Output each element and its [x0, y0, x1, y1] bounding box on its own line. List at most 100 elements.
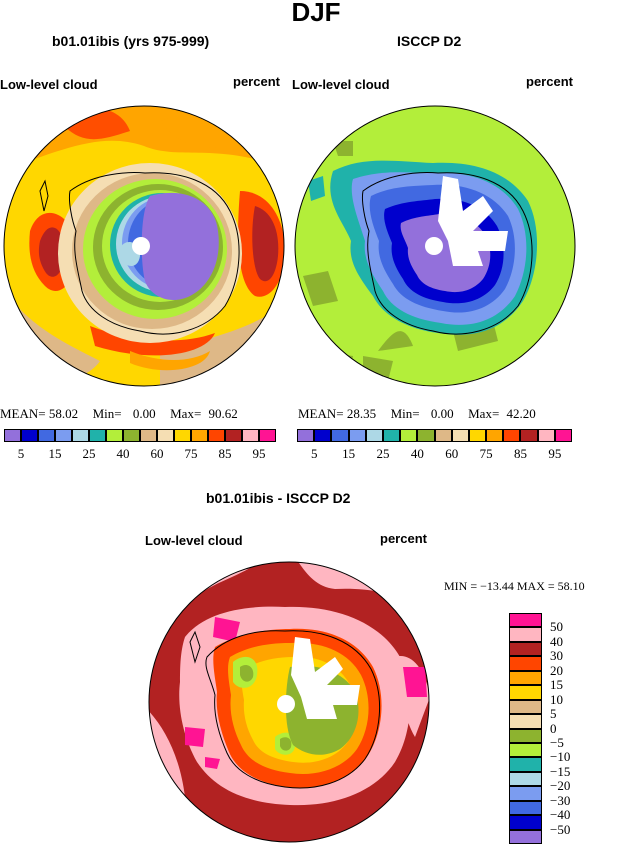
colorbar-swatch	[140, 429, 157, 442]
obs-colorbar-ticks: 5 15 25 40 60 75 85 95	[297, 446, 572, 462]
colorbar-tick-label: 40	[550, 633, 563, 649]
colorbar-swatch	[520, 429, 538, 442]
colorbar-swatch	[554, 429, 572, 442]
colorbar-swatch	[382, 429, 401, 442]
obs-polar-map	[294, 105, 576, 387]
colorbar-tick-label: 60	[150, 446, 164, 461]
colorbar-swatch	[509, 613, 542, 628]
colorbar-swatch	[486, 429, 504, 442]
page-title: DJF	[291, 0, 341, 27]
colorbar-tick-label: −10	[550, 749, 571, 765]
colorbar-swatch	[509, 757, 542, 772]
colorbar-swatch	[509, 714, 542, 729]
model-polar-map	[3, 105, 285, 387]
colorbar-swatch	[509, 656, 542, 671]
colorbar-swatch	[509, 670, 542, 686]
diff-panel-title: b01.01ibis - ISCCP D2	[206, 490, 351, 506]
obs-stats: MEAN= 28.35 Min= 0.00 Max= 42.20	[298, 406, 536, 422]
obs-colorbar	[297, 429, 572, 442]
colorbar-tick-label: 30	[550, 648, 563, 664]
colorbar-swatch	[191, 429, 208, 442]
colorbar-tick-label: −30	[550, 792, 571, 808]
diff-colorbar	[509, 613, 542, 844]
obs-max-value: 42.20	[506, 406, 536, 421]
obs-min-label: Min=	[390, 406, 420, 421]
colorbar-tick-label: 85	[218, 446, 232, 461]
colorbar-tick-label: 25	[82, 446, 96, 461]
colorbar-swatch	[509, 742, 542, 758]
colorbar-tick-label: 40	[410, 446, 424, 461]
colorbar-swatch	[55, 429, 72, 442]
colorbar-swatch	[174, 429, 191, 442]
model-units-label: percent	[233, 74, 280, 89]
colorbar-tick-label: 75	[184, 446, 198, 461]
model-panel-title: b01.01ibis (yrs 975-999)	[52, 33, 210, 49]
model-field-label: Low-level cloud	[0, 77, 98, 92]
colorbar-tick-label: 40	[116, 446, 130, 461]
colorbar-tick-label: 15	[48, 446, 62, 461]
colorbar-tick-label: −15	[550, 763, 571, 779]
colorbar-swatch	[21, 429, 38, 442]
colorbar-tick-label: 10	[550, 691, 563, 707]
colorbar-swatch	[509, 627, 542, 642]
colorbar-tick-label: 0	[550, 720, 557, 736]
colorbar-tick-label: 15	[550, 677, 563, 693]
colorbar-tick-label: 95	[548, 446, 562, 461]
colorbar-swatch	[208, 429, 225, 442]
colorbar-swatch	[400, 429, 418, 442]
obs-min-value: 0.00	[430, 406, 454, 421]
colorbar-swatch	[331, 429, 349, 442]
colorbar-swatch	[451, 429, 469, 442]
colorbar-swatch	[509, 771, 542, 787]
colorbar-tick-label: 5	[310, 446, 318, 461]
colorbar-swatch	[434, 429, 452, 442]
colorbar-swatch	[509, 786, 542, 801]
model-mean-value: 58.02	[48, 406, 79, 421]
model-mean-label: MEAN=	[0, 406, 46, 421]
colorbar-swatch	[509, 829, 542, 844]
colorbar-swatch	[157, 429, 174, 442]
colorbar-swatch	[4, 429, 21, 442]
colorbar-tick-label: 95	[252, 446, 266, 461]
colorbar-swatch	[509, 800, 542, 816]
colorbar-swatch	[503, 429, 521, 442]
colorbar-swatch	[509, 641, 542, 657]
obs-mean-value: 28.35	[346, 406, 377, 421]
obs-field-label: Low-level cloud	[292, 77, 390, 92]
colorbar-swatch	[106, 429, 123, 442]
diff-minmax: MIN = −13.44 MAX = 58.10	[444, 579, 585, 593]
colorbar-swatch	[123, 429, 140, 442]
colorbar-tick-label: 60	[445, 446, 459, 461]
colorbar-swatch	[38, 429, 55, 442]
colorbar-tick-label: 25	[376, 446, 390, 461]
colorbar-tick-label: −40	[550, 807, 571, 823]
colorbar-tick-label: −20	[550, 778, 571, 794]
colorbar-swatch	[537, 429, 555, 442]
colorbar-tick-label: 20	[550, 662, 563, 678]
colorbar-tick-label: 15	[342, 446, 356, 461]
colorbar-swatch	[365, 429, 383, 442]
colorbar-swatch	[509, 685, 542, 700]
colorbar-tick-label: 5	[550, 706, 557, 722]
colorbar-swatch	[468, 429, 487, 442]
obs-units-label: percent	[526, 74, 573, 89]
colorbar-swatch	[509, 728, 542, 743]
model-max-label: Max=	[170, 406, 202, 421]
colorbar-swatch	[242, 429, 259, 442]
obs-mean-label: MEAN=	[298, 406, 344, 421]
obs-panel-title: ISCCP D2	[397, 33, 462, 49]
model-colorbar-ticks: 5 15 25 40 60 75 85 95	[4, 446, 276, 462]
colorbar-tick-label: −5	[550, 734, 564, 750]
model-max-value: 90.62	[208, 406, 238, 421]
diff-polar-map	[148, 561, 430, 843]
model-min-value: 0.00	[132, 406, 156, 421]
colorbar-swatch	[225, 429, 242, 442]
diff-field-label: Low-level cloud	[145, 533, 243, 548]
colorbar-tick-label: 85	[513, 446, 527, 461]
model-colorbar	[4, 429, 276, 442]
colorbar-swatch	[72, 429, 89, 442]
model-stats: MEAN= 58.02 Min= 0.00 Max= 90.62	[0, 406, 238, 422]
colorbar-tick-label: 50	[550, 619, 563, 635]
colorbar-tick-label: 75	[479, 446, 493, 461]
colorbar-swatch	[259, 429, 276, 442]
